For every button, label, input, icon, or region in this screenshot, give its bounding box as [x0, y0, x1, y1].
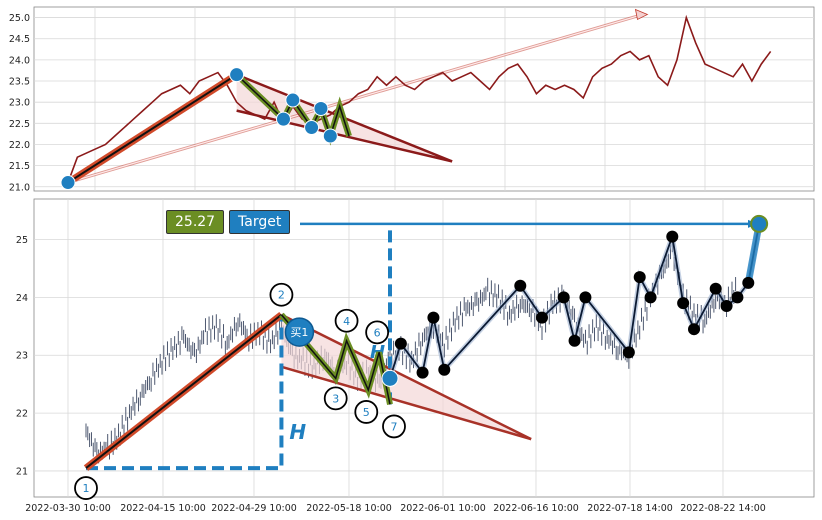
path-point [742, 276, 755, 289]
top-triangle-lower-edge [236, 109, 453, 163]
h-bracket-line [86, 314, 284, 471]
h-label: H [289, 420, 306, 444]
bottom-triangle-upper-edge [280, 313, 532, 441]
path-point [688, 323, 700, 336]
x-tick-label: 2022-07-18 14:00 [587, 503, 673, 514]
target-point [750, 214, 769, 233]
top-y-tick-label: 22.5 [9, 119, 30, 130]
wave-number-label: 6 [374, 326, 381, 339]
wave-number-label: 3 [332, 392, 339, 405]
top-up-line-inner [67, 73, 238, 184]
wave-number-circle [323, 386, 348, 411]
path-point [416, 366, 429, 379]
top-y-tick-label: 23.5 [9, 77, 30, 88]
top-wave-point [229, 67, 245, 83]
bottom-y-tick-label: 21 [16, 466, 28, 477]
path-point [514, 279, 527, 292]
path-point [438, 363, 451, 376]
top-y-tick-label: 23.0 [9, 98, 30, 109]
top-wave-point [60, 175, 76, 191]
top-wave-point [313, 101, 329, 117]
top-y-tick-label: 24.5 [9, 34, 30, 45]
price-label: 25.27 [166, 210, 225, 234]
path-point [622, 346, 635, 359]
top-y-tick-label: 21.0 [9, 182, 30, 193]
bottom-zigzag-inner [280, 314, 391, 405]
path-point [579, 291, 592, 304]
buy-marker [284, 317, 315, 347]
bottom-plot-area [33, 198, 815, 498]
path-point [666, 230, 679, 243]
bottom-y-tick-label: 24 [16, 293, 28, 304]
wave-number-circle [334, 308, 359, 333]
x-tick-label: 2022-06-16 10:00 [493, 503, 579, 514]
x-tick-label: 2022-06-01 10:00 [400, 503, 486, 514]
bottom-chart-panel: 2022-03-30 10:00 2022-04-15 10:00 2022-04-… [16, 198, 815, 514]
bottom-y-tick-label: 22 [16, 409, 28, 420]
path-point [536, 311, 548, 324]
top-wave-point [304, 120, 320, 136]
target-label: Target [229, 210, 291, 234]
breakout-point [381, 369, 399, 387]
path-point [557, 291, 570, 304]
path-point [677, 297, 690, 310]
wave-number-label: 5 [363, 406, 370, 419]
top-plot-area [33, 6, 815, 192]
wave-number-circle [354, 400, 379, 424]
path-point [720, 300, 733, 313]
top-wave-point [275, 111, 291, 127]
x-tick-label: 2022-04-15 10:00 [120, 503, 206, 514]
bottom-y-tick-label: 25 [16, 235, 28, 246]
wave-number-label: 4 [343, 315, 350, 328]
path-point [633, 271, 646, 284]
path-point [427, 311, 440, 324]
top-y-tick-label: 24.0 [9, 55, 30, 66]
top-target-arrowhead [634, 8, 649, 21]
wave-number-circle [365, 320, 390, 345]
buy-marker-label: 买1 [290, 326, 308, 339]
path-point [568, 334, 581, 347]
top-wave-point [285, 92, 301, 108]
wave-number-circle [269, 282, 294, 307]
top-y-tick-label: 21.5 [9, 161, 30, 172]
top-chart-panel: 21.0 21.5 22.0 22.5 23.0 23.5 24.0 24.5 25.0 [9, 6, 815, 193]
wave-number-label: 2 [278, 289, 285, 302]
top-price-line [67, 14, 772, 183]
path-point [709, 282, 722, 295]
x-tick-label: 2022-03-30 10:00 [25, 503, 111, 514]
bottom-y-tick-label: 23 [16, 351, 28, 362]
x-tick-label: 2022-05-18 10:00 [306, 503, 392, 514]
top-y-tick-label: 25.0 [9, 13, 30, 24]
bottom-up-line-inner [85, 313, 283, 469]
wave-number-label: 7 [391, 420, 398, 433]
x-tick-label: 2022-08-22 14:00 [680, 503, 766, 514]
bottom-triangle-lower-edge [281, 365, 532, 441]
path-point [731, 291, 744, 304]
top-y-tick-label: 22.0 [9, 140, 30, 151]
wave-number-label: 1 [83, 482, 90, 495]
bottom-last-segment [744, 223, 763, 284]
x-tick-label: 2022-04-29 10:00 [211, 503, 297, 514]
path-point [644, 291, 657, 304]
path-point [394, 337, 407, 350]
top-wave-point [322, 128, 338, 144]
wave-number-circle [382, 414, 406, 439]
wave-number-circle [74, 476, 98, 500]
